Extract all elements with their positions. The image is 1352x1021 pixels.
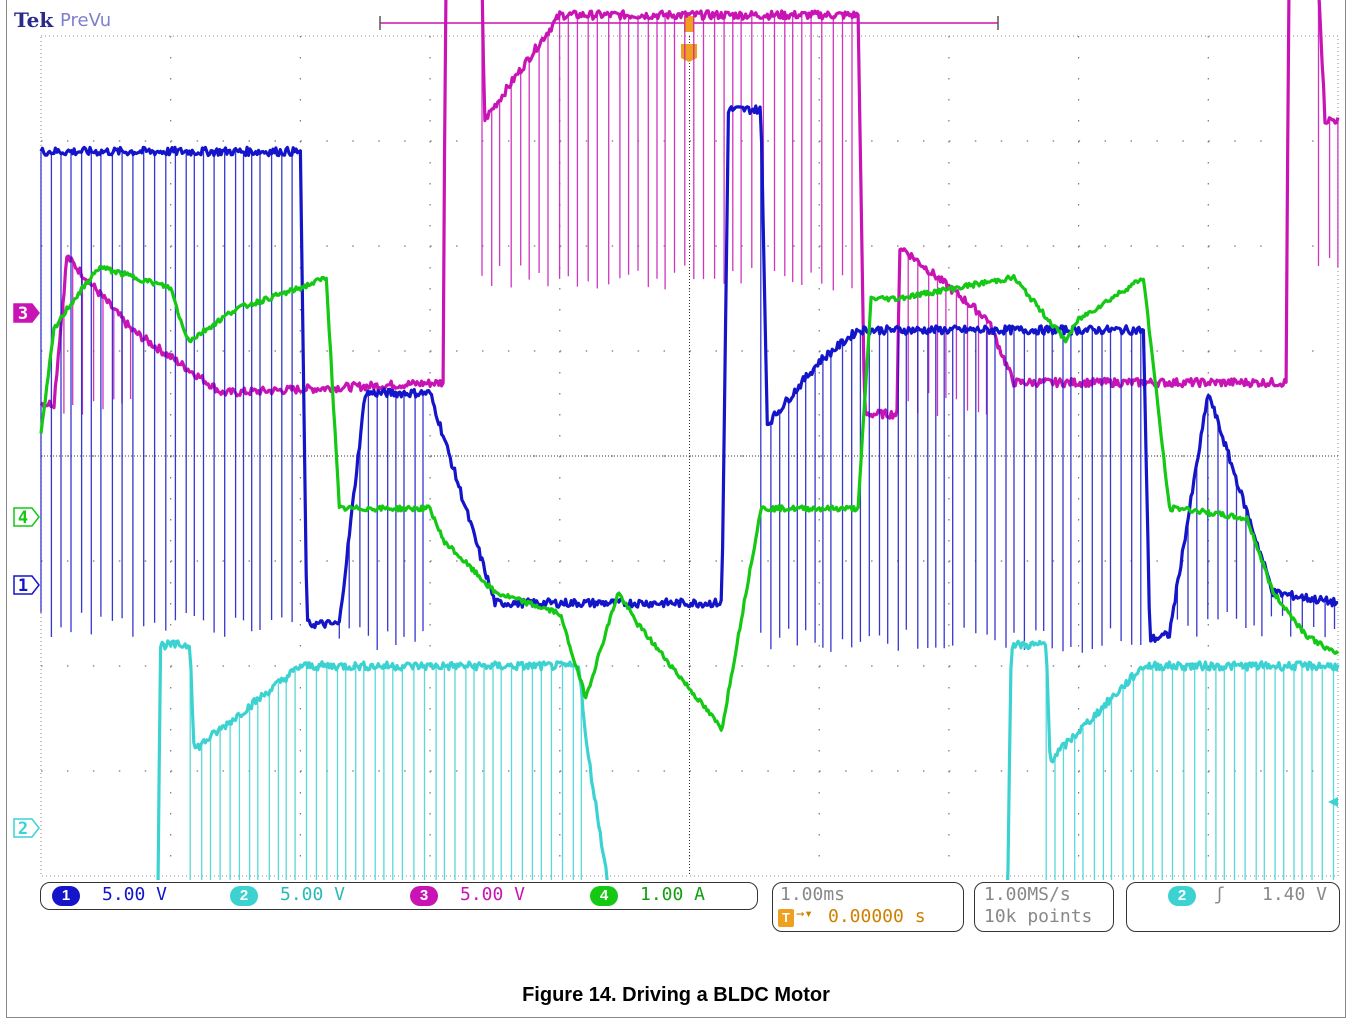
channel-2-pwm-spikes xyxy=(1045,645,1335,880)
channel-1-pwm-spikes xyxy=(338,393,424,650)
channel-markers: 1 2 3 4 xyxy=(13,303,1338,839)
trigger-marker-icon xyxy=(681,44,697,62)
tek-logo: Tek xyxy=(14,8,54,32)
channel-2-marker-label: 2 xyxy=(18,819,28,839)
channel-1-ground-marker xyxy=(13,575,40,595)
channel-1-waveform xyxy=(39,104,1339,643)
channel-1-pwm-spikes xyxy=(40,151,293,637)
channel-1-scale: 5.00 V xyxy=(102,884,168,905)
horizontal-readout[interactable] xyxy=(772,882,964,932)
traces xyxy=(39,0,1340,880)
channel-2-ground-marker xyxy=(13,818,40,838)
graticule xyxy=(40,35,1339,877)
channel-readout-bar xyxy=(40,882,758,910)
trigger-level-arrow-icon xyxy=(1328,797,1338,807)
channel-4-scale: 1.00 A xyxy=(640,884,706,905)
channel-2-trace xyxy=(156,639,1340,880)
channel-2-pwm-spikes xyxy=(189,645,582,880)
channel-4-chip[interactable]: 4 xyxy=(590,886,618,906)
record-overview-bar xyxy=(379,16,999,32)
channel-3-waveform xyxy=(39,0,1340,420)
channel-2-scale: 5.00 V xyxy=(280,884,346,905)
channel-4-ground-marker xyxy=(13,507,40,527)
timebase-readout: 1.00ms xyxy=(780,884,846,905)
arrow-down-icon: →▾ xyxy=(796,906,813,922)
channel-1-chip[interactable]: 1 xyxy=(52,886,80,906)
trigger-position-marker xyxy=(681,44,697,62)
channel-4-trace xyxy=(39,264,1340,732)
acquisition-readout[interactable] xyxy=(974,882,1114,932)
channel-1-pwm-spikes xyxy=(760,109,1142,653)
channel-3-chip[interactable]: 3 xyxy=(410,886,438,906)
trigger-channel-chip: 2 xyxy=(1168,886,1196,906)
trigger-position-readout: 0.00000 s xyxy=(828,906,926,927)
channel-3-scale: 5.00 V xyxy=(460,884,526,905)
channel-1-trace xyxy=(39,104,1339,653)
channel-3-marker-label: 3 xyxy=(18,304,28,324)
trigger-readout[interactable] xyxy=(1126,882,1340,932)
channel-4-waveform xyxy=(39,264,1340,732)
trigger-level-readout: 1.40 V xyxy=(1262,884,1328,905)
sample-rate-readout: 1.00MS/s xyxy=(984,884,1071,905)
prevu-label: PreVu xyxy=(60,10,112,31)
channel-2-waveform xyxy=(156,639,1340,880)
rising-edge-icon: ʃ xyxy=(1214,884,1225,905)
channel-3-ground-marker xyxy=(13,303,40,323)
channel-1-marker-label: 1 xyxy=(18,576,28,596)
channel-2-chip[interactable]: 2 xyxy=(230,886,258,906)
figure-frame xyxy=(6,0,1346,1018)
oscilloscope-display: 1 2 3 4 xyxy=(13,0,1340,880)
channel-3-pwm-spikes xyxy=(481,0,853,291)
trigger-position-icon: T xyxy=(778,909,794,927)
figure-caption: Figure 14. Driving a BLDC Motor xyxy=(522,984,830,1006)
channel-3-pwm-spikes xyxy=(1317,0,1339,268)
overview-trigger-marker xyxy=(684,16,694,32)
record-length-readout: 10k points xyxy=(984,906,1093,927)
channel-4-marker-label: 4 xyxy=(18,508,28,528)
